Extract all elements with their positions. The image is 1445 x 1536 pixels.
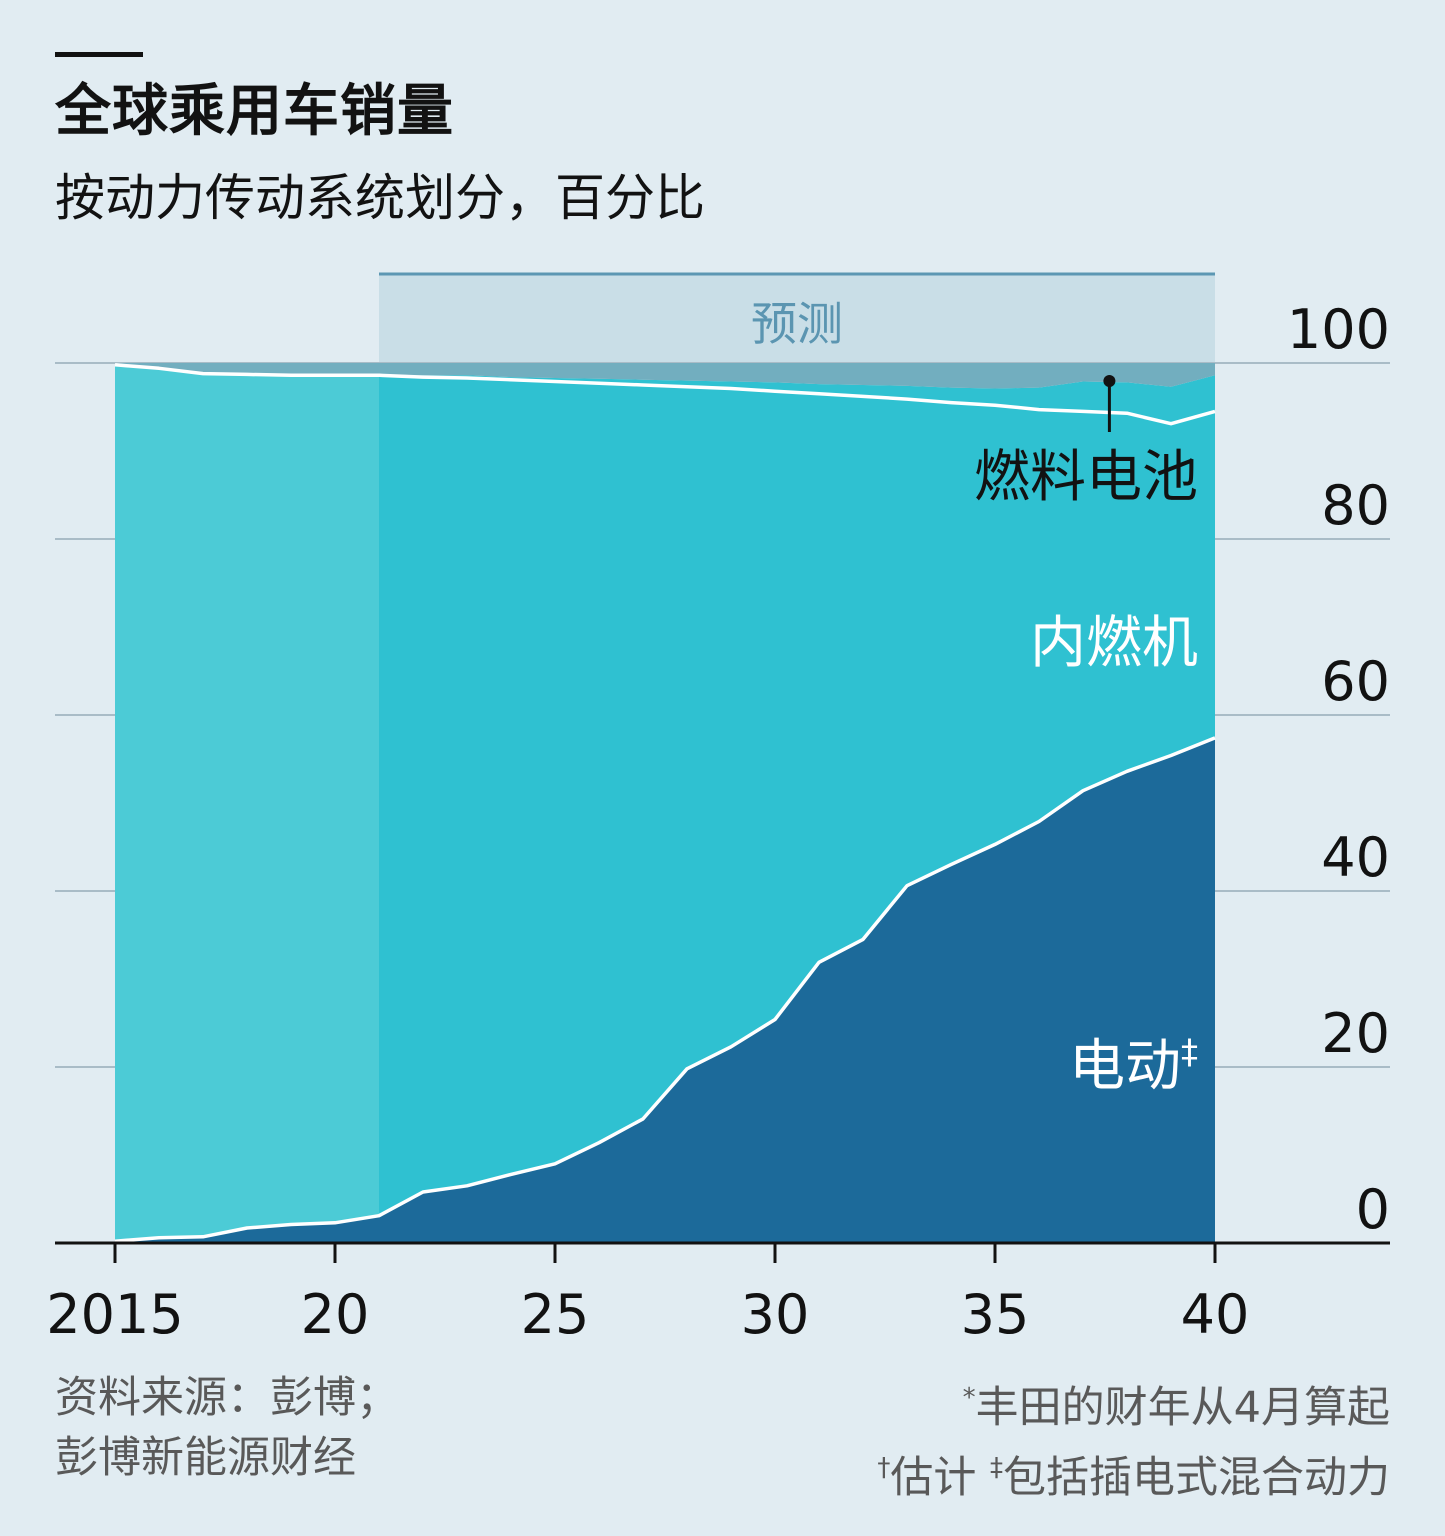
footnote-1-marker: * [962, 1383, 976, 1413]
y-tick-label: 60 [1321, 650, 1390, 713]
electric-boundary-line [114, 736, 1216, 1243]
source-line-2: 彭博新能源财经 [55, 1433, 356, 1483]
y-tick-label: 20 [1321, 1002, 1390, 1065]
ice-area [115, 364, 1215, 1242]
series-label-fuel-cell: 燃料电池 [974, 445, 1198, 510]
footnote-1-text: 丰田的财年从4月算起 [975, 1383, 1390, 1433]
ice-area-historic [115, 364, 379, 1242]
electric-area [115, 737, 1215, 1243]
x-tick-label: 25 [521, 1283, 590, 1346]
y-tick-label: 0 [1356, 1178, 1390, 1241]
y-tick-label: 100 [1287, 298, 1390, 361]
footnote-2-marker-a: † [877, 1453, 891, 1483]
source-note: 资料来源：彭博； 彭博新能源财经 [55, 1368, 399, 1488]
forecast-label: 预测 [751, 297, 843, 351]
x-tick-label: 35 [961, 1283, 1030, 1346]
y-tick-label: 80 [1321, 474, 1390, 537]
footnote-2: †估计 ‡包括插电式混合动力 [877, 1438, 1390, 1508]
chart-subtitle: 按动力传动系统划分，百分比 [55, 169, 705, 227]
series-label-electric-marker: ‡ [1181, 1032, 1198, 1072]
forecast-panel [379, 275, 1215, 363]
footnote-2-marker-b: ‡ [990, 1453, 1003, 1483]
chart-title: 全球乘用车销量 [55, 79, 454, 144]
footnote-2-text-b: 包括插电式混合动力 [1003, 1453, 1390, 1503]
fuel-cell-area [115, 363, 1215, 389]
x-tick-label: 2015 [46, 1283, 183, 1346]
y-tick-label: 40 [1321, 826, 1390, 889]
series-label-electric-name: 电动 [1069, 1034, 1181, 1099]
footnotes: *丰田的财年从4月算起 †估计 ‡包括插电式混合动力 [877, 1368, 1390, 1508]
footnote-2-text-a: 估计 [890, 1453, 977, 1503]
footnote-1: *丰田的财年从4月算起 [877, 1368, 1390, 1438]
ice-boundary-line [114, 363, 1216, 426]
header-rule [55, 52, 143, 57]
source-line-1: 资料来源：彭博； [55, 1373, 399, 1423]
x-tick-label: 30 [741, 1283, 810, 1346]
x-tick-label: 20 [301, 1283, 370, 1346]
x-tick-label: 40 [1181, 1283, 1250, 1346]
series-label-electric: 电动‡ [1069, 1032, 1198, 1099]
series-label-ice: 内燃机 [1030, 611, 1198, 676]
